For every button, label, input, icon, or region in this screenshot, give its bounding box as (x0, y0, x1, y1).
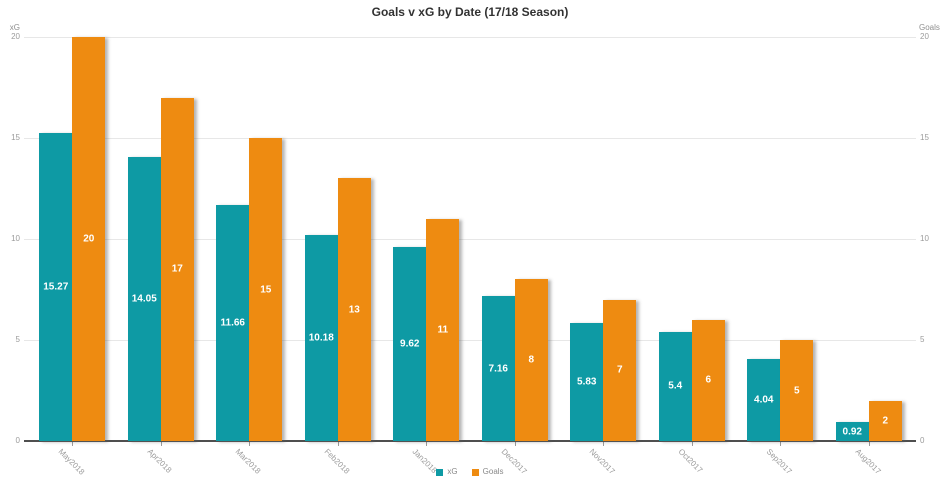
bar-value-label: 11.66 (220, 317, 245, 329)
x-axis-tick-Dec2017 (514, 442, 516, 446)
x-axis-tick-Apr2018 (160, 442, 162, 446)
x-axis-tick-Jan2018 (426, 442, 428, 446)
bar-value-label: 14.05 (131, 293, 157, 305)
bar-value-label: 5 (793, 385, 800, 396)
right-axis-tick-5: 5 (920, 335, 925, 344)
right-axis-tick-0: 0 (920, 436, 925, 445)
gridline-15 (24, 137, 916, 139)
bar-value-label: 4.04 (754, 394, 774, 406)
bar-goals-Feb2018[interactable]: 13 (337, 178, 371, 441)
bar-value-label: 15 (260, 284, 272, 295)
x-axis-tick-Mar2018 (249, 442, 251, 446)
left-axis-tick-15: 15 (11, 133, 20, 142)
goals-legend-label: Goals (482, 467, 504, 476)
bar-xg-Dec2017[interactable]: 7.16 (481, 296, 515, 441)
gridline-5 (24, 339, 916, 341)
bar-goals-May2018[interactable]: 20 (72, 37, 106, 441)
bar-goals-Apr2018[interactable]: 17 (160, 97, 194, 441)
chart-title: Goals v xG by Date (17/18 Season) (371, 5, 569, 19)
bar-xg-Nov2017[interactable]: 5.83 (570, 323, 604, 441)
gridline-10 (24, 238, 916, 240)
bar-value-label: 20 (83, 233, 95, 245)
bar-value-label: 11 (437, 324, 449, 336)
bar-value-label: 13 (348, 304, 360, 316)
bar-value-label: 5.4 (668, 380, 683, 392)
right-axis-tick-10: 10 (920, 234, 929, 243)
bar-value-label: 2 (882, 415, 889, 427)
right-axis-tick-15: 15 (920, 133, 929, 142)
goals-legend-swatch (471, 468, 479, 476)
bar-value-label: 10.18 (308, 332, 334, 344)
right-axis-unit-label: Goals (919, 23, 940, 32)
bar-goals-Dec2017[interactable]: 8 (514, 279, 548, 441)
bar-xg-May2018[interactable]: 15.27 (39, 132, 73, 441)
x-axis-tick-Feb2018 (337, 442, 339, 446)
left-axis-tick-0: 0 (15, 436, 20, 445)
bar-xg-Apr2018[interactable]: 14.05 (127, 157, 161, 441)
bar-value-label: 17 (171, 263, 183, 275)
bar-goals-Oct2017[interactable]: 6 (691, 319, 725, 441)
bar-value-label: 6 (705, 374, 712, 386)
bar-goals-Jan2018[interactable]: 11 (426, 218, 460, 441)
x-axis-tick-Sep2017 (780, 442, 782, 446)
bar-value-label: 9.62 (400, 338, 420, 350)
bar-goals-Aug2017[interactable]: 2 (868, 400, 902, 441)
bar-xg-Oct2017[interactable]: 5.4 (658, 331, 692, 441)
xg-legend-label: xG (447, 467, 458, 476)
bar-goals-Mar2018[interactable]: 15 (249, 138, 283, 441)
bar-value-label: 0.92 (842, 426, 862, 438)
bar-xg-Mar2018[interactable]: 11.66 (216, 205, 250, 441)
bar-value-label: 7 (616, 364, 623, 376)
bar-value-label: 5.83 (577, 376, 597, 388)
legend-item-xg[interactable]: xG (436, 467, 458, 476)
bar-xg-Jan2018[interactable]: 9.62 (393, 246, 427, 441)
x-axis-tick-Aug2017 (868, 442, 870, 446)
xg-legend-swatch (436, 468, 444, 476)
bar-xg-Aug2017[interactable]: 0.92 (835, 422, 869, 441)
left-axis-tick-20: 20 (11, 32, 20, 41)
right-axis-tick-20: 20 (920, 32, 929, 41)
bar-goals-Sep2017[interactable]: 5 (780, 340, 814, 441)
left-axis-tick-10: 10 (11, 234, 20, 243)
gridline-20 (24, 36, 916, 38)
bar-xg-Sep2017[interactable]: 4.04 (747, 359, 781, 441)
x-axis-line (24, 440, 916, 442)
x-axis-tick-May2018 (72, 442, 74, 446)
legend: xG Goals (0, 468, 940, 476)
legend-item-goals[interactable]: Goals (471, 467, 504, 476)
x-axis-tick-Oct2017 (691, 442, 693, 446)
bar-value-label: 8 (528, 354, 535, 366)
bar-value-label: 7.16 (488, 363, 508, 375)
left-axis-tick-5: 5 (15, 335, 20, 344)
bar-goals-Nov2017[interactable]: 7 (603, 299, 637, 441)
x-axis-tick-Nov2017 (603, 442, 605, 446)
bar-value-label: 15.27 (43, 281, 69, 293)
bar-xg-Feb2018[interactable]: 10.18 (304, 235, 338, 441)
left-axis-unit-label: xG (9, 23, 20, 32)
